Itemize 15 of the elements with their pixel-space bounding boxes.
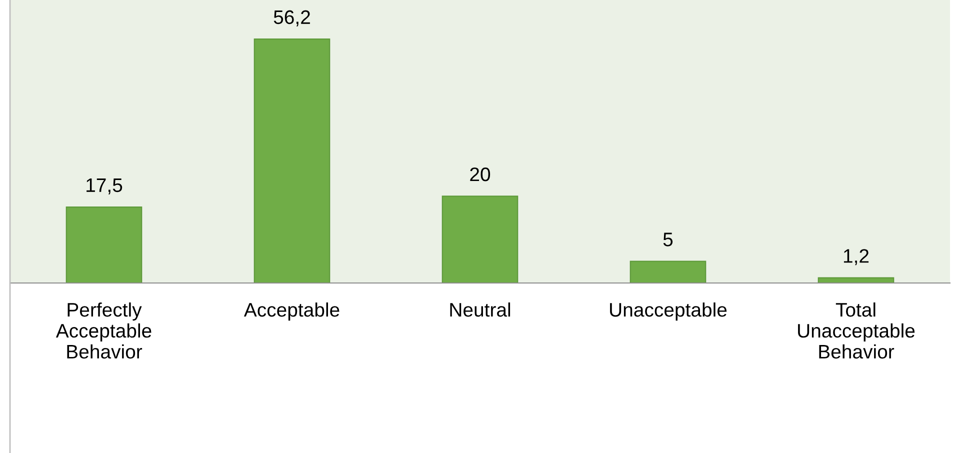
bar — [818, 277, 894, 283]
bar — [254, 38, 330, 283]
x-tick-label: Unacceptable — [610, 302, 727, 321]
x-tick-label: Perfectly Acceptable Behavior — [56, 302, 152, 359]
data-label: 17,5 — [86, 178, 122, 194]
bar — [630, 260, 706, 283]
data-label: 5 — [663, 232, 673, 246]
x-tick-label: Acceptable — [244, 302, 340, 321]
data-label: 56,2 — [274, 10, 310, 26]
data-label: 20 — [470, 167, 490, 182]
bar — [66, 206, 142, 283]
x-tick-label: Total Unacceptable Behavior — [798, 302, 915, 359]
bar — [442, 196, 518, 283]
x-tick-label: Neutral — [450, 302, 510, 317]
data-label: 1,2 — [844, 249, 869, 266]
